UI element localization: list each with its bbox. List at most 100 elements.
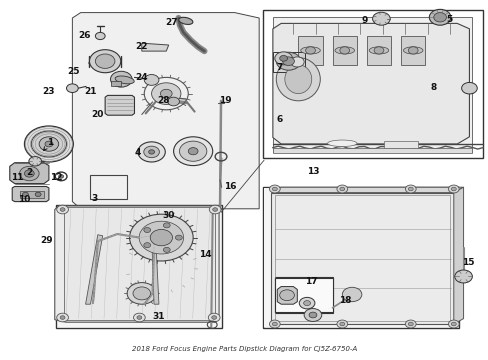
Circle shape <box>208 313 220 322</box>
Text: 23: 23 <box>42 86 55 95</box>
Circle shape <box>407 187 412 191</box>
Circle shape <box>299 297 314 309</box>
Circle shape <box>372 12 389 25</box>
Circle shape <box>24 170 34 177</box>
Circle shape <box>272 322 277 326</box>
Circle shape <box>24 126 73 162</box>
Polygon shape <box>72 13 259 209</box>
Circle shape <box>173 137 212 166</box>
Text: 26: 26 <box>78 31 91 40</box>
Circle shape <box>447 185 458 193</box>
Circle shape <box>139 221 183 254</box>
Circle shape <box>144 75 159 85</box>
Bar <box>20 191 44 198</box>
Circle shape <box>339 322 344 326</box>
Circle shape <box>212 208 217 211</box>
Bar <box>263 10 482 158</box>
Circle shape <box>66 84 78 93</box>
Circle shape <box>272 187 277 191</box>
Text: 2018 Ford Focus Engine Parts Dipstick Diagram for CJ5Z-6750-A: 2018 Ford Focus Engine Parts Dipstick Di… <box>132 346 356 352</box>
Circle shape <box>407 322 412 326</box>
Text: 2: 2 <box>26 167 32 176</box>
Circle shape <box>29 157 41 166</box>
Bar <box>111 81 121 86</box>
Text: 18: 18 <box>338 296 351 305</box>
Polygon shape <box>63 207 215 320</box>
Circle shape <box>269 185 280 193</box>
Circle shape <box>336 185 347 193</box>
Circle shape <box>137 316 142 319</box>
Bar <box>272 148 471 153</box>
Text: 29: 29 <box>40 236 53 245</box>
Circle shape <box>274 52 292 65</box>
Circle shape <box>35 192 41 197</box>
Circle shape <box>433 13 446 22</box>
Text: 16: 16 <box>223 181 236 191</box>
Text: 5: 5 <box>445 15 451 24</box>
Circle shape <box>143 243 150 248</box>
Text: 24: 24 <box>135 73 148 82</box>
Polygon shape <box>453 187 463 324</box>
Text: 4: 4 <box>134 148 141 157</box>
Text: 8: 8 <box>429 83 435 92</box>
Circle shape <box>342 287 361 302</box>
Circle shape <box>57 205 68 214</box>
Polygon shape <box>55 206 219 322</box>
Circle shape <box>211 316 216 319</box>
Circle shape <box>303 301 310 306</box>
Bar <box>400 36 425 65</box>
Circle shape <box>279 290 294 301</box>
Circle shape <box>461 82 476 94</box>
Text: 12: 12 <box>50 173 63 182</box>
Circle shape <box>454 270 471 283</box>
Bar <box>298 36 322 65</box>
Circle shape <box>160 89 172 98</box>
Text: 21: 21 <box>84 86 97 95</box>
Text: 15: 15 <box>461 258 474 266</box>
Circle shape <box>45 141 53 147</box>
Circle shape <box>39 137 59 151</box>
Circle shape <box>305 47 315 54</box>
Bar <box>332 36 356 65</box>
Circle shape <box>407 47 417 54</box>
Bar <box>366 36 390 65</box>
Circle shape <box>447 320 458 328</box>
Bar <box>263 187 458 328</box>
Circle shape <box>110 71 132 87</box>
Polygon shape <box>272 23 468 144</box>
Circle shape <box>167 97 179 106</box>
Circle shape <box>59 175 63 178</box>
Circle shape <box>133 313 145 322</box>
Circle shape <box>127 283 156 304</box>
Text: 27: 27 <box>164 18 177 27</box>
Circle shape <box>405 185 415 193</box>
Polygon shape <box>277 287 297 304</box>
Bar <box>274 278 332 312</box>
Polygon shape <box>142 43 168 51</box>
Circle shape <box>31 131 66 157</box>
Text: 9: 9 <box>360 15 367 24</box>
Circle shape <box>175 235 182 240</box>
Bar <box>272 17 471 152</box>
Ellipse shape <box>284 65 311 94</box>
Circle shape <box>373 47 383 54</box>
Circle shape <box>339 47 349 54</box>
Bar <box>56 205 222 328</box>
Polygon shape <box>12 186 49 202</box>
Ellipse shape <box>327 140 356 147</box>
Circle shape <box>143 228 150 233</box>
Circle shape <box>282 57 294 66</box>
Ellipse shape <box>179 17 192 24</box>
Polygon shape <box>271 187 463 193</box>
Circle shape <box>60 208 65 211</box>
Circle shape <box>279 55 287 61</box>
Text: 30: 30 <box>162 211 175 220</box>
Ellipse shape <box>368 47 388 54</box>
Text: 10: 10 <box>18 194 31 203</box>
Circle shape <box>428 9 450 25</box>
Polygon shape <box>85 235 102 304</box>
Circle shape <box>179 141 206 161</box>
Text: 17: 17 <box>304 277 317 286</box>
Text: 31: 31 <box>152 311 165 320</box>
Ellipse shape <box>276 58 320 101</box>
